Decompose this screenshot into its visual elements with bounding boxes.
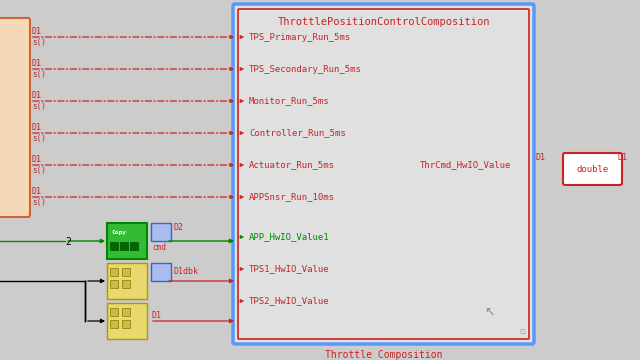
Text: TPS_Primary_Run_5ms: TPS_Primary_Run_5ms	[249, 32, 351, 41]
Text: s(): s()	[32, 102, 46, 111]
Text: cmd: cmd	[152, 243, 166, 252]
Bar	[120, 242, 128, 250]
Text: 2: 2	[65, 237, 71, 247]
Text: D1: D1	[152, 310, 162, 320]
FancyBboxPatch shape	[107, 303, 147, 339]
Text: ThrottlePositionControlComposition: ThrottlePositionControlComposition	[277, 17, 490, 27]
Text: s(): s()	[32, 69, 46, 78]
Bar	[130, 242, 138, 250]
FancyBboxPatch shape	[151, 263, 171, 281]
FancyBboxPatch shape	[563, 153, 622, 185]
Text: Controller_Run_5ms: Controller_Run_5ms	[249, 129, 346, 138]
Bar	[110, 242, 118, 250]
FancyBboxPatch shape	[233, 4, 534, 344]
Text: double: double	[577, 165, 609, 174]
Bar	[122, 320, 130, 328]
FancyBboxPatch shape	[107, 263, 147, 299]
Text: D1: D1	[617, 153, 627, 162]
Text: D2: D2	[174, 224, 184, 233]
Text: D1: D1	[32, 123, 42, 132]
Text: Throttle Composition: Throttle Composition	[324, 350, 442, 360]
Text: D1: D1	[32, 156, 42, 165]
FancyBboxPatch shape	[107, 223, 147, 259]
Text: s(): s()	[32, 166, 46, 175]
Text: D1: D1	[32, 27, 42, 36]
Text: Actuator_Run_5ms: Actuator_Run_5ms	[249, 161, 335, 170]
FancyBboxPatch shape	[0, 18, 30, 217]
Bar	[122, 308, 130, 316]
Text: APPSnsr_Run_10ms: APPSnsr_Run_10ms	[249, 193, 335, 202]
Text: TPS1_HwIO_Value: TPS1_HwIO_Value	[249, 265, 330, 274]
Text: ThrCmd_HwIO_Value: ThrCmd_HwIO_Value	[420, 161, 511, 170]
Text: D1: D1	[32, 59, 42, 68]
Text: D1: D1	[535, 153, 545, 162]
Text: s(): s()	[32, 134, 46, 143]
Text: s(): s()	[32, 198, 46, 207]
Bar	[110, 280, 118, 288]
Text: TPS2_HwIO_Value: TPS2_HwIO_Value	[249, 297, 330, 306]
Bar	[110, 308, 118, 316]
Bar	[110, 268, 118, 276]
Text: TPS_Secondary_Run_5ms: TPS_Secondary_Run_5ms	[249, 64, 362, 73]
Text: ↖: ↖	[484, 306, 495, 319]
Text: D1: D1	[32, 91, 42, 100]
Text: D1dbk: D1dbk	[174, 266, 199, 275]
FancyBboxPatch shape	[151, 223, 171, 241]
Bar	[122, 268, 130, 276]
Text: ⊡: ⊡	[519, 329, 525, 335]
Text: Monitor_Run_5ms: Monitor_Run_5ms	[249, 96, 330, 105]
Bar	[122, 280, 130, 288]
Text: s(): s()	[32, 37, 46, 46]
Text: APP_HwIO_Value1: APP_HwIO_Value1	[249, 233, 330, 242]
Text: D1: D1	[32, 188, 42, 197]
Text: Copy: Copy	[111, 230, 126, 235]
Bar	[110, 320, 118, 328]
